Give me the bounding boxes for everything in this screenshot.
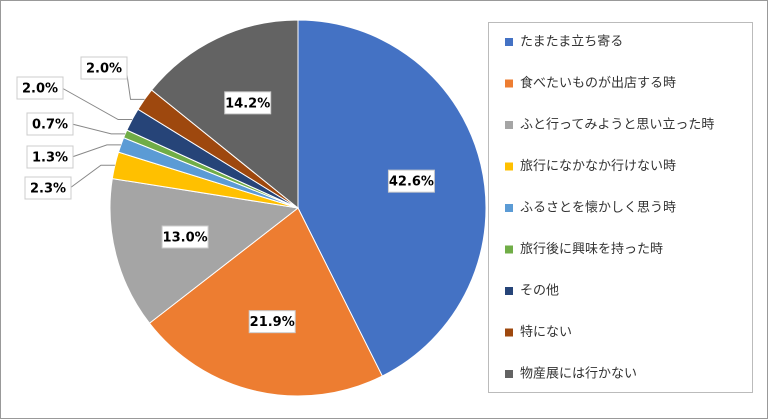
legend-label: 旅行になかなか行けない時 — [520, 159, 676, 174]
data-label: 2.0% — [86, 62, 122, 77]
data-label-box — [16, 76, 64, 100]
legend-label: 物産展には行かない — [520, 366, 637, 382]
legend-swatch — [505, 162, 513, 171]
legend-swatch — [505, 370, 513, 378]
data-label: 42.6% — [389, 175, 434, 190]
pie-slice — [109, 178, 300, 324]
legend-swatch — [505, 121, 513, 129]
data-label-box — [24, 176, 72, 200]
data-label: 13.0% — [163, 230, 208, 245]
leader-line — [69, 164, 115, 189]
legend-swatch — [505, 79, 513, 88]
legend-label: 旅行後に興味を持った時 — [520, 242, 663, 257]
data-label: 1.3% — [32, 151, 68, 166]
legend-label: 特にない — [520, 325, 572, 340]
leader-line — [61, 87, 133, 121]
data-label: 21.9% — [250, 315, 295, 330]
legend-swatch — [505, 38, 513, 46]
pie-slice — [297, 19, 487, 377]
leader-line — [125, 67, 145, 100]
legend-swatch — [505, 287, 513, 295]
data-label: 0.7% — [32, 118, 68, 133]
data-label-box — [161, 225, 209, 249]
leader-line — [71, 144, 121, 158]
legend-label: その他 — [520, 284, 559, 299]
legend-label: ふと行ってみようと思い立った時 — [520, 118, 714, 133]
legend-label: ふるさとを懐かしく思う時 — [520, 200, 676, 216]
data-label-box — [26, 112, 74, 136]
legend-box — [488, 22, 753, 393]
legend-swatch — [505, 328, 513, 337]
data-label-box — [26, 145, 74, 169]
data-label-box — [248, 310, 296, 334]
data-label: 14.2% — [225, 96, 270, 111]
data-label: 2.3% — [30, 182, 66, 197]
leader-line — [71, 123, 126, 135]
data-label-box — [80, 56, 128, 80]
legend-swatch — [505, 204, 513, 212]
legend-swatch — [505, 245, 513, 254]
data-label: 2.0% — [22, 82, 58, 97]
legend-label: たまたま立ち寄る — [520, 34, 623, 50]
legend-label: 食べたいものが出店する時 — [520, 75, 676, 91]
data-label-box — [387, 169, 435, 193]
data-label-box — [224, 91, 272, 115]
pie-slice — [148, 207, 383, 397]
